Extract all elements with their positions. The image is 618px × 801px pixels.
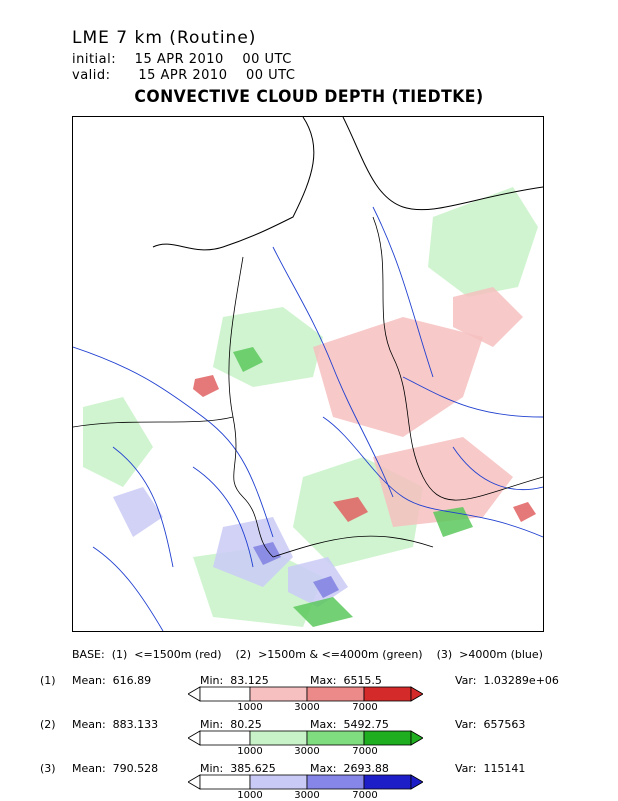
colorbar-tick-label: 3000	[294, 746, 320, 757]
cloud-patch-red	[193, 375, 219, 397]
map-svg	[72, 116, 544, 632]
legend-var: Var: 115141	[455, 762, 526, 775]
initial-time: initial: 15 APR 2010 00 UTC	[72, 52, 292, 67]
colorbar-tick-label: 3000	[294, 790, 320, 801]
river-line	[272, 246, 394, 498]
river-line	[92, 546, 164, 632]
legend-min: Min: 83.125	[200, 674, 269, 687]
cloud-patch-green	[233, 347, 263, 372]
colorbar-segment	[199, 686, 251, 702]
legend-var: Var: 657563	[455, 718, 526, 731]
colorbar	[188, 730, 423, 746]
cloud-patch-light_red	[373, 437, 513, 527]
cloud-patch-light_green	[428, 187, 538, 297]
colorbar-high-arrow	[410, 686, 423, 702]
cloud-patch-light_green	[213, 307, 323, 387]
cloud-patch-light_red	[313, 317, 483, 437]
legend-max: Max: 6515.5	[310, 674, 382, 687]
legend-max: Max: 5492.75	[310, 718, 389, 731]
colorbar-segment	[363, 686, 412, 702]
colorbar-tick-label: 1000	[237, 790, 263, 801]
chart-title: CONVECTIVE CLOUD DEPTH (TIEDTKE)	[134, 87, 484, 107]
colorbar-segment	[249, 730, 308, 746]
rivers	[72, 206, 544, 632]
colorbar-tick-label: 7000	[352, 790, 378, 801]
cloud-patch-light_red	[453, 287, 523, 347]
legend-min: Min: 385.625	[200, 762, 276, 775]
colorbar-segment	[249, 774, 308, 790]
colorbar-low-arrow	[188, 730, 201, 746]
colorbar-tick-label: 7000	[352, 746, 378, 757]
country-border	[228, 256, 274, 558]
colorbar-segment	[249, 686, 308, 702]
cloud-patch-red	[513, 502, 536, 522]
country-border	[272, 535, 434, 558]
colorbar-tick-label: 1000	[237, 702, 263, 713]
colorbar-high-arrow	[410, 774, 423, 790]
legend-index: (2)	[40, 718, 56, 731]
river-line	[452, 446, 544, 491]
river-line	[72, 346, 274, 538]
colorbar-tick-label: 1000	[237, 746, 263, 757]
country-borders	[72, 216, 544, 558]
cloud-depth-fields	[83, 187, 538, 627]
valid-time: valid: 15 APR 2010 00 UTC	[72, 68, 295, 83]
base-legend: BASE: (1) <=1500m (red) (2) >1500m & <=4…	[72, 648, 543, 661]
colorbar-segment	[363, 774, 412, 790]
legend-max: Max: 2693.88	[310, 762, 389, 775]
legend-mean: Mean: 790.528	[72, 762, 159, 775]
legend-index: (1)	[40, 674, 56, 687]
cloud-patch-light_green	[83, 397, 153, 487]
country-border	[372, 216, 394, 358]
colorbar-high-arrow	[410, 730, 423, 746]
colorbar-low-arrow	[188, 774, 201, 790]
legend-mean: Mean: 616.89	[72, 674, 152, 687]
coastlines	[152, 116, 544, 251]
cloud-patch-blue	[313, 576, 339, 598]
colorbar	[188, 686, 423, 702]
cloud-patch-blue	[253, 542, 281, 565]
cloud-patch-red	[333, 497, 368, 522]
colorbar-tick-label: 3000	[294, 702, 320, 713]
colorbar-tick-label: 7000	[352, 702, 378, 713]
coastline	[342, 116, 544, 211]
colorbar-segment	[306, 774, 365, 790]
country-border	[72, 416, 234, 428]
legend-min: Min: 80.25	[200, 718, 262, 731]
colorbar-segment	[306, 730, 365, 746]
legend-row-2: (2) Mean: 883.133 Min: 80.25 Max: 5492.75 Va…	[0, 716, 618, 757]
valid-label: valid:	[72, 68, 111, 83]
river-line	[192, 466, 254, 568]
colorbar-segment	[199, 730, 251, 746]
river-line	[322, 416, 544, 538]
legend-index: (3)	[40, 762, 56, 775]
cloud-patch-green	[293, 597, 353, 627]
country-border	[392, 356, 544, 501]
river-line	[112, 446, 174, 568]
map-panel	[72, 116, 544, 632]
colorbar-low-arrow	[188, 686, 201, 702]
valid-value: 15 APR 2010 00 UTC	[138, 68, 296, 83]
colorbar-segment	[363, 730, 412, 746]
colorbar	[188, 774, 423, 790]
legend-mean: Mean: 883.133	[72, 718, 159, 731]
cloud-patch-light_blue	[213, 517, 293, 587]
colorbar-segment	[199, 774, 251, 790]
legend-var: Var: 1.03289e+06	[455, 674, 559, 687]
cloud-patch-light_blue	[113, 487, 163, 537]
colorbar-segment	[306, 686, 365, 702]
river-line	[372, 206, 434, 378]
model-title: LME 7 km (Routine)	[72, 28, 257, 48]
coastline	[152, 116, 315, 251]
river-line	[402, 376, 544, 418]
initial-label: initial:	[72, 52, 117, 67]
legend-row-3: (3) Mean: 790.528 Min: 385.625 Max: 2693.88…	[0, 760, 618, 801]
legend-row-1: (1) Mean: 616.89 Min: 83.125 Max: 6515.5 Var…	[0, 672, 618, 713]
initial-value: 15 APR 2010 00 UTC	[134, 52, 292, 67]
